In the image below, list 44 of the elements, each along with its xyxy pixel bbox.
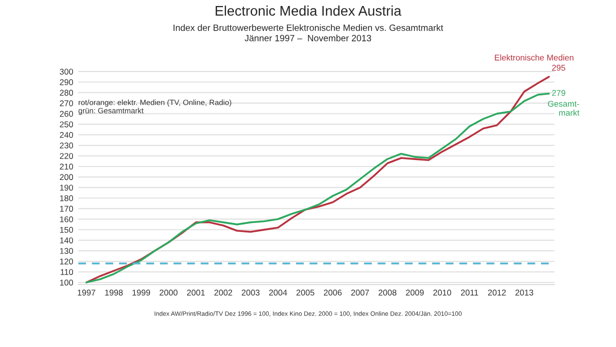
y-tick-label: 260 — [60, 110, 74, 117]
data-label: 295 — [552, 64, 566, 71]
x-tick-label: 2000 — [160, 290, 178, 296]
y-tick-label: 170 — [60, 206, 74, 212]
chart-subtitle: Index der Bruttowerbewerte Elektronische Medien vs. Gesamtmarkt Jänner 1997 – November 2013 — [174, 24, 444, 42]
y-tick-label: 270 — [60, 100, 74, 106]
x-tick-label: 2004 — [269, 290, 288, 296]
x-tick-label: 2011 — [461, 290, 478, 296]
x-tick-label: 2005 — [296, 290, 314, 296]
x-tick-label: 1997 — [78, 290, 96, 296]
x-tick-label: 2001 — [187, 290, 205, 296]
x-tick-label: 2003 — [242, 290, 260, 296]
y-tick-label: 290 — [60, 79, 74, 86]
y-tick-label: 240 — [60, 132, 74, 138]
y-tick-label: 230 — [60, 142, 74, 148]
x-tick-label: 1999 — [132, 290, 150, 296]
y-tick-label: 190 — [60, 184, 74, 191]
chart-title: Electronic Media Index Austria — [216, 6, 402, 16]
data-label: 279 — [552, 90, 566, 96]
y-tick-label: 180 — [60, 195, 74, 202]
x-tick-label: 2009 — [406, 290, 424, 296]
y-tick-label: 200 — [60, 174, 74, 180]
y-tick-label: 220 — [60, 153, 74, 159]
y-tick-label: 100 — [60, 280, 74, 286]
y-tick-label: 250 — [60, 121, 74, 128]
y-tick-label: 130 — [60, 248, 74, 254]
y-tick-label: 150 — [60, 226, 74, 233]
x-tick-label: 1998 — [105, 290, 123, 296]
x-tick-label: 2013 — [515, 290, 534, 296]
x-tick-label: 2002 — [214, 290, 232, 296]
y-tick-label: 210 — [60, 164, 74, 170]
x-tick-label: 2012 — [488, 290, 506, 296]
x-tick-label: 2008 — [378, 290, 396, 296]
y-tick-label: 160 — [60, 216, 74, 222]
y-tick-label: 120 — [60, 258, 74, 264]
series-label: Gesamt- markt — [548, 100, 580, 116]
y-tick-label: 140 — [60, 237, 74, 244]
y-tick-label: 110 — [60, 269, 74, 275]
y-tick-label: 300 — [60, 68, 74, 75]
x-tick-label: 2007 — [351, 290, 369, 296]
y-tick-label: 280 — [60, 90, 74, 96]
x-tick-label: 2010 — [433, 290, 452, 296]
x-tick-label: 2006 — [324, 290, 342, 296]
text: Elektronische Medien — [494, 54, 574, 61]
